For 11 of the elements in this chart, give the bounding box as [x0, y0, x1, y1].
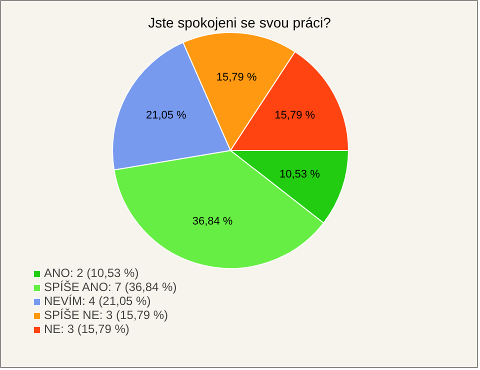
- legend-label: NE: 3 (15,79 %): [44, 322, 130, 336]
- legend-label: NEVÍM: 4 (21,05 %): [44, 294, 151, 308]
- legend-label: SPÍŠE NE: 3 (15,79 %): [44, 308, 168, 322]
- data-label: 15,79 %: [274, 110, 316, 122]
- data-label: 15,79 %: [216, 72, 257, 84]
- data-label: 10,53 %: [280, 168, 320, 180]
- legend-label: ANO: 2 (10,53 %): [44, 266, 139, 280]
- data-label: 36,84 %: [192, 215, 233, 228]
- chart-title: Jste spokojeni se svou práci?: [148, 14, 332, 30]
- data-label: 21,05 %: [146, 110, 187, 122]
- legend-label: SPÍŠE ANO: 7 (36,84 %): [44, 280, 177, 294]
